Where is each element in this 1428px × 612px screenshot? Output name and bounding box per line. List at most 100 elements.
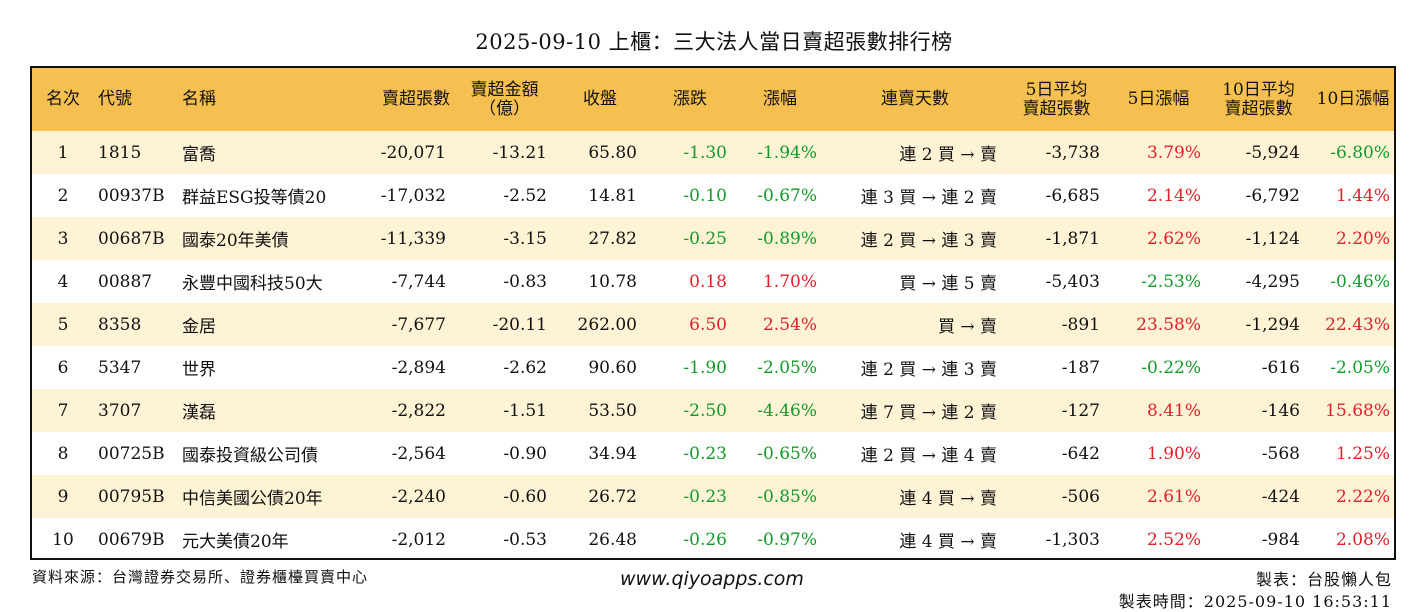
cell-close: 65.80 [588,142,637,163]
cell-code: 3707 [98,400,142,421]
ranking-table-container: 名次 代號 名稱 賣超張數 賣超金額 （億） 收盤 漲跌 漲幅 連賣天數 5日平… [30,66,1396,560]
table-row: 10 00679B 元大美債20年 -2,012 -0.53 26.48 -0.26 -0.9… [32,518,1394,558]
cell-avg10: -5,924 [1245,142,1300,163]
cell-pct10: 2.22% [1335,486,1390,507]
cell-shares: -2,564 [391,443,446,464]
cell-code: 00679B [98,529,165,550]
cell-amount: -2.62 [503,357,547,378]
cell-change: -0.23 [683,443,727,464]
cell-pct5: -2.53% [1141,271,1201,292]
cell-streak: 連 2 買 → 連 4 賣 [860,446,997,466]
made-time: 製表時間：2025-09-10 16:53:11 [1118,592,1392,611]
cell-pct5: 2.62% [1146,228,1201,249]
header-shares: 賣超張數 [382,89,450,109]
cell-close: 26.72 [588,486,637,507]
cell-pct5: 1.90% [1146,443,1201,464]
header-rank: 名次 [46,89,80,109]
cell-change: -0.26 [683,529,727,550]
cell-pct5: -0.22% [1141,357,1201,378]
cell-close: 10.78 [588,271,637,292]
page-title: 2025-09-10 上櫃：三大法人當日賣超張數排行榜 [475,30,953,54]
cell-pct10: 1.25% [1335,443,1390,464]
header-avg5-line1: 5日平均 [1025,79,1088,100]
cell-shares: -7,744 [391,271,446,292]
cell-code: 00795B [98,486,165,507]
cell-code: 00937B [98,185,165,206]
cell-code: 00725B [98,443,165,464]
cell-amount: -20.11 [492,314,547,335]
cell-avg10: -568 [1261,443,1300,464]
cell-avg10: -6,792 [1245,185,1300,206]
header-pct5: 5日漲幅 [1127,89,1190,109]
header-amount: 賣超金額 （億） [454,68,555,131]
cell-avg10: -616 [1261,357,1300,378]
cell-change: -1.90 [683,357,727,378]
cell-amount: -2.52 [503,185,547,206]
website-link[interactable]: www.qiyoapps.com [620,568,804,590]
cell-amount: -0.53 [503,529,547,550]
header-avg10: 10日平均 賣超張數 [1209,68,1308,131]
cell-close: 26.48 [588,529,637,550]
cell-streak: 連 2 買 → 連 3 賣 [860,360,997,380]
cell-avg10: -424 [1261,486,1300,507]
cell-shares: -7,677 [391,314,446,335]
cell-pct10: 2.08% [1335,529,1390,550]
cell-change: -2.50 [683,400,727,421]
table-row: 2 00937B 群益ESG投等債20 -17,032 -2.52 14.81 -0.10 -… [32,174,1394,217]
cell-pct10: 22.43% [1325,314,1390,335]
maker-label: 製表：台股懶人包 [1255,570,1392,589]
header-pct10: 10日漲幅 [1316,89,1390,109]
cell-name: 元大美債20年 [182,532,289,552]
cell-code: 1815 [98,142,142,163]
cell-pct: -0.89% [757,228,817,249]
header-pct: 漲幅 [763,89,797,109]
cell-pct10: -6.80% [1330,142,1390,163]
cell-shares: -2,894 [391,357,446,378]
cell-streak: 連 2 買 → 連 3 賣 [860,231,997,251]
cell-rank: 5 [57,314,69,335]
cell-pct: -0.97% [757,529,817,550]
cell-rank: 6 [57,357,69,378]
cell-change: 6.50 [689,314,727,335]
cell-pct: -1.94% [757,142,817,163]
cell-amount: -0.60 [503,486,547,507]
data-source: 資料來源：台灣證券交易所、證券櫃檯買賣中心 [32,568,369,586]
table-row: 6 5347 世界 -2,894 -2.62 90.60 -1.90 -2.05% 連 2 買 … [32,346,1394,389]
cell-name: 永豐中國科技50大 [182,274,323,294]
header-code: 代號 [98,89,132,109]
cell-avg10: -1,294 [1245,314,1300,335]
table-row: 1 1815 富喬 -20,071 -13.21 65.80 -1.30 -1.94% 連 2 … [32,131,1394,174]
cell-pct: -0.85% [757,486,817,507]
table-row: 5 8358 金居 -7,677 -20.11 262.00 6.50 2.54% 買 → 賣 -… [32,303,1394,346]
cell-avg10: -1,124 [1245,228,1300,249]
header-amount-line1: 賣超金額 [470,79,539,100]
cell-change: -0.25 [683,228,727,249]
cell-shares: -17,032 [380,185,446,206]
ranking-table: 名次 代號 名稱 賣超張數 賣超金額 （億） 收盤 漲跌 漲幅 連賣天數 5日平… [32,68,1394,558]
table-row: 3 00687B 國泰20年美債 -11,339 -3.15 27.82 -0.25 -0.8… [32,217,1394,260]
cell-pct: 2.54% [762,314,817,335]
cell-avg5: -1,871 [1045,228,1100,249]
cell-name: 金居 [182,317,216,337]
cell-close: 262.00 [577,314,637,335]
header-avg5-line2: 賣超張數 [1022,98,1091,119]
cell-pct: -4.46% [757,400,817,421]
table-row: 9 00795B 中信美國公債20年 -2,240 -0.60 26.72 -0.23 -0.… [32,475,1394,518]
cell-pct: -2.05% [757,357,817,378]
cell-shares: -20,071 [380,142,446,163]
cell-rank: 1 [57,142,69,163]
cell-rank: 8 [57,443,69,464]
cell-streak: 買 → 賣 [937,317,997,337]
cell-amount: -1.51 [503,400,547,421]
cell-pct5: 23.58% [1136,314,1201,335]
header-name: 名稱 [182,89,216,109]
cell-rank: 4 [57,271,69,292]
cell-shares: -2,822 [391,400,446,421]
cell-avg5: -891 [1061,314,1100,335]
cell-pct10: -0.46% [1330,271,1390,292]
cell-pct10: -2.05% [1330,357,1390,378]
cell-close: 53.50 [588,400,637,421]
cell-close: 14.81 [588,185,637,206]
table-header-row: 名次 代號 名稱 賣超張數 賣超金額 （億） 收盤 漲跌 漲幅 連賣天數 5日平… [32,68,1394,131]
cell-pct: -0.65% [757,443,817,464]
